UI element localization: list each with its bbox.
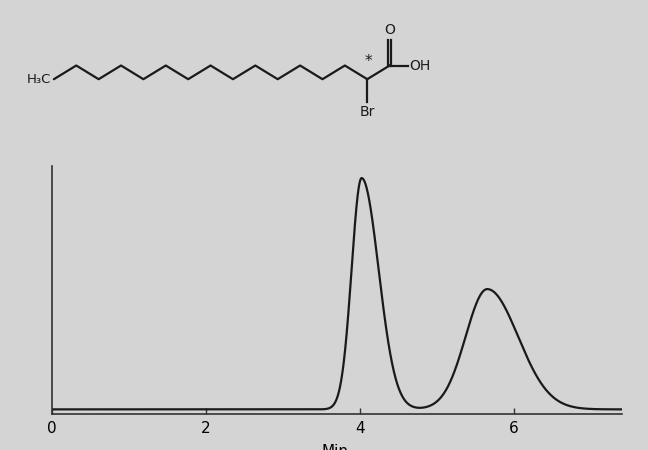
Text: H₃C: H₃C	[27, 73, 52, 86]
Text: OH: OH	[410, 58, 431, 72]
Text: *: *	[365, 54, 373, 69]
Text: O: O	[384, 22, 395, 37]
Text: Br: Br	[360, 105, 375, 119]
X-axis label: Min.: Min.	[321, 444, 353, 450]
